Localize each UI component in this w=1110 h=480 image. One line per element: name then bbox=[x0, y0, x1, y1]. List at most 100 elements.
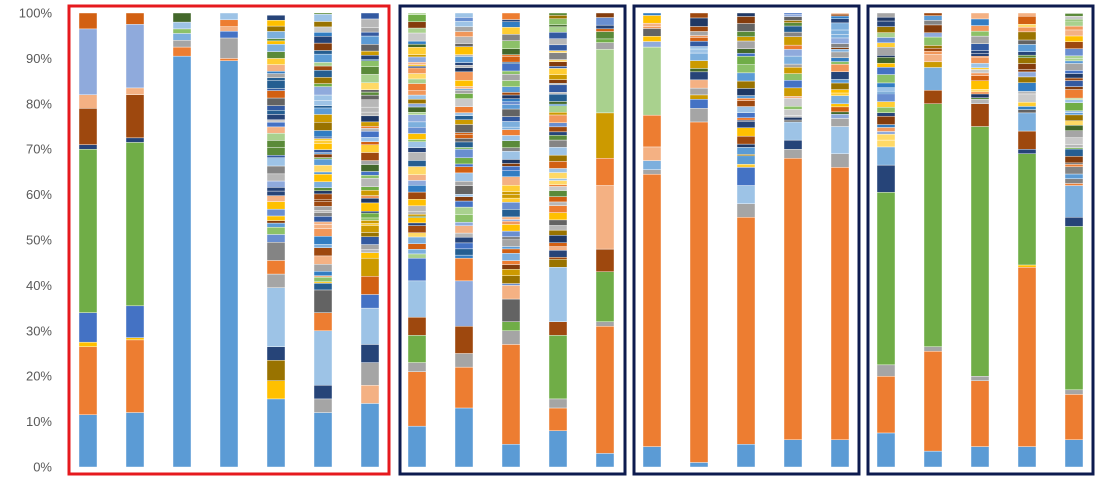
bar-segment bbox=[876, 432, 896, 468]
bar-segment bbox=[501, 283, 521, 286]
bar-segment bbox=[876, 192, 896, 366]
bar-segment bbox=[172, 55, 192, 468]
bar-segment bbox=[407, 243, 427, 250]
bar-segment bbox=[266, 157, 286, 167]
bar-segment bbox=[266, 121, 286, 128]
bar-segment bbox=[548, 147, 568, 156]
bar-segment bbox=[313, 247, 333, 257]
bar-segment bbox=[78, 12, 98, 30]
bar-segment bbox=[360, 195, 380, 199]
bar-segment bbox=[689, 121, 709, 463]
bar-segment bbox=[783, 117, 803, 121]
bar-segment bbox=[407, 249, 427, 255]
bar-segment bbox=[548, 92, 568, 95]
bar-segment bbox=[454, 172, 474, 182]
bar-segment bbox=[454, 242, 474, 250]
bar-segment bbox=[501, 34, 521, 41]
bar-16 bbox=[783, 12, 803, 468]
y-tick-label: 70% bbox=[26, 142, 52, 157]
bar-segment bbox=[548, 82, 568, 86]
bar-segment bbox=[313, 140, 333, 144]
bar-segment bbox=[783, 109, 803, 116]
bar-segment bbox=[360, 115, 380, 123]
bar-segment bbox=[783, 115, 803, 118]
bar-segment bbox=[642, 36, 662, 42]
bar-segment bbox=[548, 161, 568, 169]
bar-segment bbox=[501, 61, 521, 64]
bar-segment bbox=[313, 283, 333, 291]
bar-segment bbox=[501, 129, 521, 136]
bar-segment bbox=[1017, 31, 1037, 41]
bar-segment bbox=[548, 12, 568, 16]
bar-segment bbox=[830, 34, 850, 39]
bar-segment bbox=[266, 97, 286, 106]
bar-segment bbox=[548, 44, 568, 51]
bar-segment bbox=[736, 95, 756, 99]
bar-segment bbox=[830, 12, 850, 15]
bar-segment bbox=[407, 90, 427, 96]
bar-segment bbox=[313, 210, 333, 213]
bar-segment bbox=[548, 186, 568, 191]
bar-segment bbox=[1064, 164, 1084, 167]
y-tick-label: 10% bbox=[26, 414, 52, 429]
bar-segment bbox=[454, 62, 474, 66]
bar-segment bbox=[172, 33, 192, 41]
bar-segment bbox=[736, 64, 756, 74]
bar-segment bbox=[548, 246, 568, 251]
bar-segment bbox=[125, 24, 145, 89]
bar-segment bbox=[689, 94, 709, 100]
bar-segment bbox=[1064, 155, 1084, 164]
bar-segment bbox=[266, 201, 286, 210]
bar-segment bbox=[407, 43, 427, 48]
bar-segment bbox=[407, 112, 427, 115]
bar-segment bbox=[548, 180, 568, 186]
bar-segment bbox=[313, 12, 333, 15]
bar-segment bbox=[1017, 130, 1037, 150]
bar-segment bbox=[407, 425, 427, 468]
bar-segment bbox=[970, 126, 990, 377]
bar-segment bbox=[313, 228, 333, 237]
bar-segment bbox=[407, 127, 427, 134]
bar-segment bbox=[407, 184, 427, 193]
bar-segment bbox=[266, 242, 286, 261]
bar-segment bbox=[266, 64, 286, 72]
bar-segment bbox=[360, 252, 380, 259]
bar-segment bbox=[783, 16, 803, 21]
bar-segment bbox=[313, 312, 333, 332]
bar-segment bbox=[1064, 173, 1084, 179]
bar-segment bbox=[876, 55, 896, 58]
bar-segment bbox=[923, 47, 943, 52]
bar-segment bbox=[1064, 114, 1084, 121]
bar-segment bbox=[313, 412, 333, 468]
bar-segment bbox=[313, 206, 333, 211]
bar-segment bbox=[876, 16, 896, 22]
bar-segment bbox=[266, 155, 286, 158]
bar-segment bbox=[1017, 12, 1037, 17]
bar-segment bbox=[783, 31, 803, 37]
bar-segment bbox=[407, 114, 427, 123]
bar-segment bbox=[454, 254, 474, 259]
bar-segment bbox=[78, 28, 98, 95]
bar-segment bbox=[313, 264, 333, 272]
bar-segment bbox=[595, 49, 615, 114]
bar-segment bbox=[689, 40, 709, 47]
bar-segment bbox=[783, 80, 803, 89]
bar-segment bbox=[548, 205, 568, 213]
bar-segment bbox=[783, 49, 803, 57]
bar-segment bbox=[407, 205, 427, 212]
bar-segment bbox=[923, 450, 943, 468]
bar-segment bbox=[548, 267, 568, 322]
bar-segment bbox=[313, 276, 333, 282]
bar-segment bbox=[970, 446, 990, 468]
bar-segment bbox=[548, 398, 568, 409]
bar-segment bbox=[548, 184, 568, 187]
bar-segment bbox=[1017, 26, 1037, 33]
bar-segment bbox=[360, 35, 380, 45]
bar-segment bbox=[454, 115, 474, 120]
bar-segment bbox=[595, 31, 615, 40]
bar-segment bbox=[454, 194, 474, 197]
bar-segment bbox=[454, 181, 474, 186]
bar-segment bbox=[970, 67, 990, 70]
bar-segment bbox=[360, 244, 380, 250]
bar-segment bbox=[548, 38, 568, 46]
